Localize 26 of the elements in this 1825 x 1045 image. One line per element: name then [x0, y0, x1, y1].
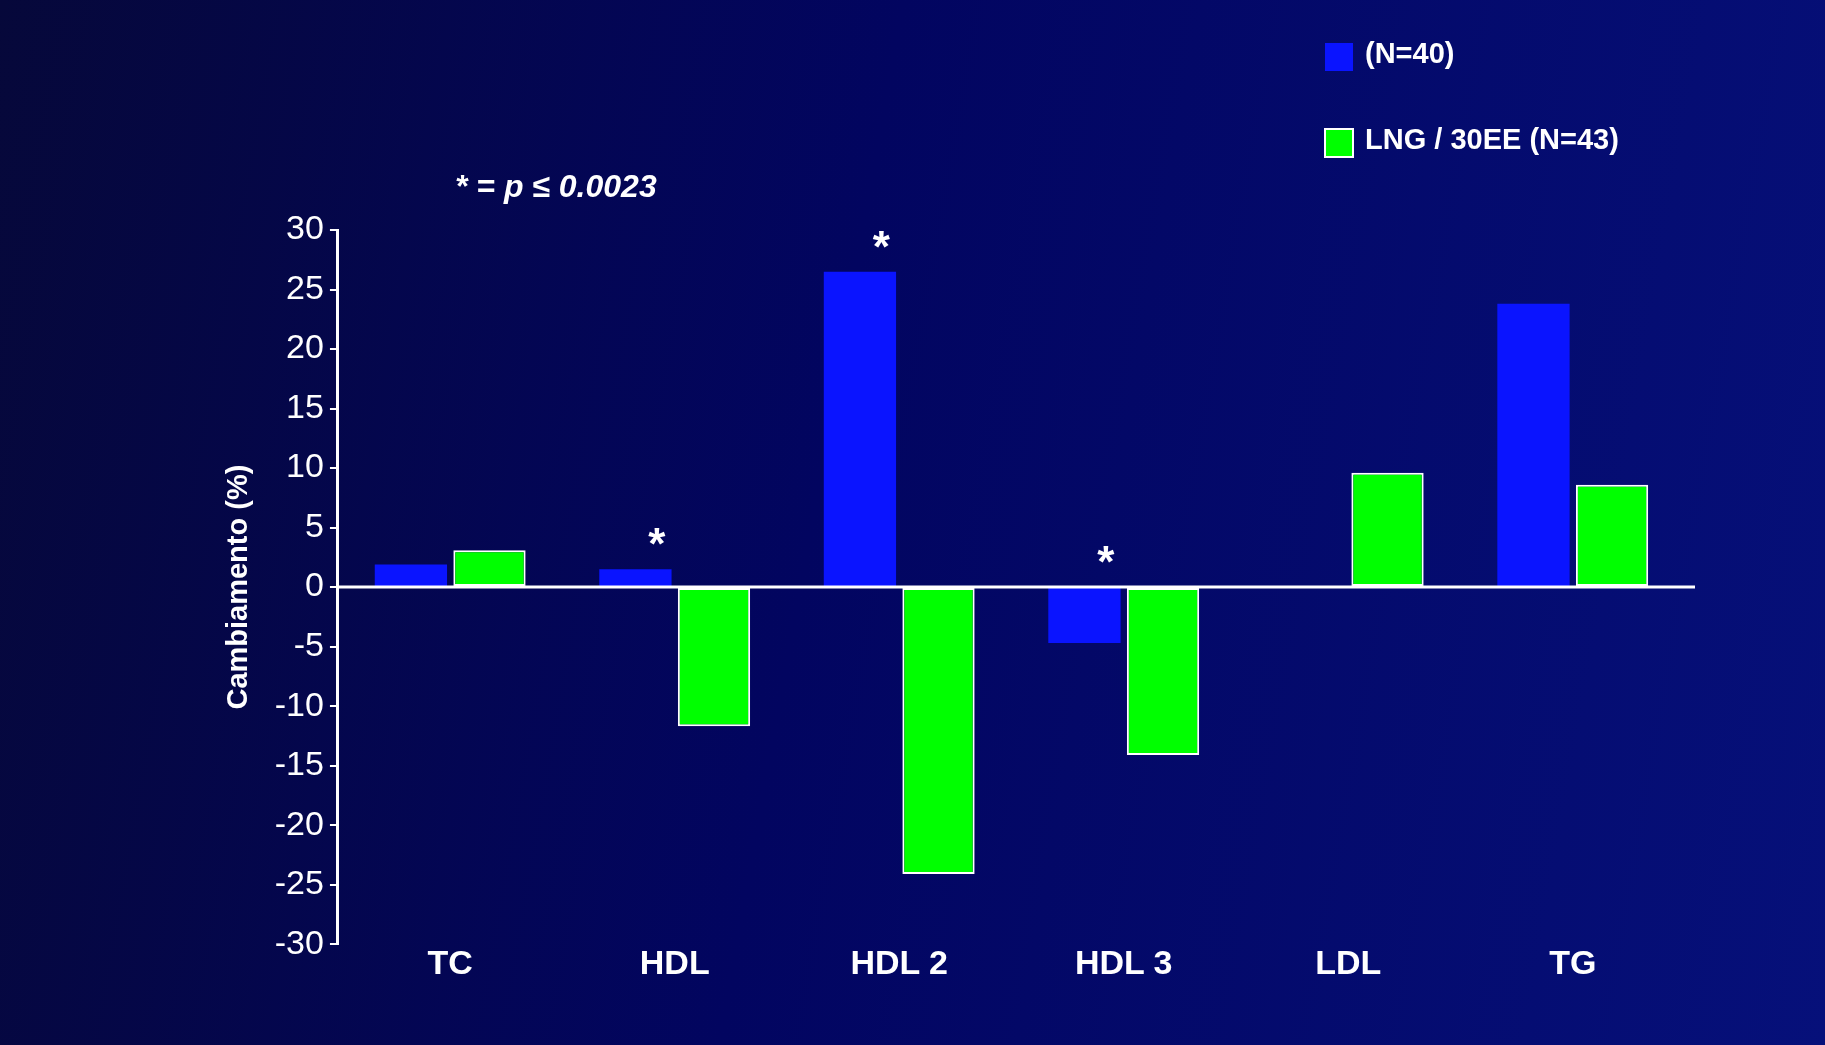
- y-tick-label: -20: [274, 803, 324, 842]
- x-tick-label: HDL: [639, 942, 710, 981]
- y-tick-label: -5: [293, 624, 324, 663]
- x-tick-label: HDL 3: [1074, 942, 1173, 981]
- y-tick-label: 15: [286, 386, 324, 425]
- x-tick-label: TG: [1549, 942, 1597, 981]
- y-tick-label: 0: [305, 565, 324, 604]
- y-tick-label: 25: [286, 267, 324, 306]
- y-axis-title: Cambiamento (%): [221, 464, 254, 710]
- annotation: *: [1097, 537, 1116, 587]
- y-tick-label: 20: [286, 327, 324, 366]
- y-tick-label: 30: [286, 208, 324, 247]
- y-tick-label: -30: [274, 922, 324, 961]
- annotation: *: [648, 519, 667, 569]
- text: * = p ≤ 0.0023: [455, 167, 657, 204]
- y-tick-label: -15: [274, 744, 324, 783]
- annotation: *: [872, 221, 891, 271]
- x-tick-label: TC: [427, 942, 473, 981]
- y-tick-label: 10: [286, 446, 324, 485]
- x-tick-label: HDL 2: [850, 942, 949, 981]
- x-tick-label: LDL: [1315, 942, 1382, 981]
- y-tick-label: -10: [274, 684, 324, 723]
- legend-label: (N=40): [1365, 37, 1455, 69]
- y-tick-label: 5: [305, 505, 324, 544]
- y-tick-label: -25: [274, 863, 324, 902]
- legend-label: LNG / 30EE (N=43): [1365, 123, 1619, 155]
